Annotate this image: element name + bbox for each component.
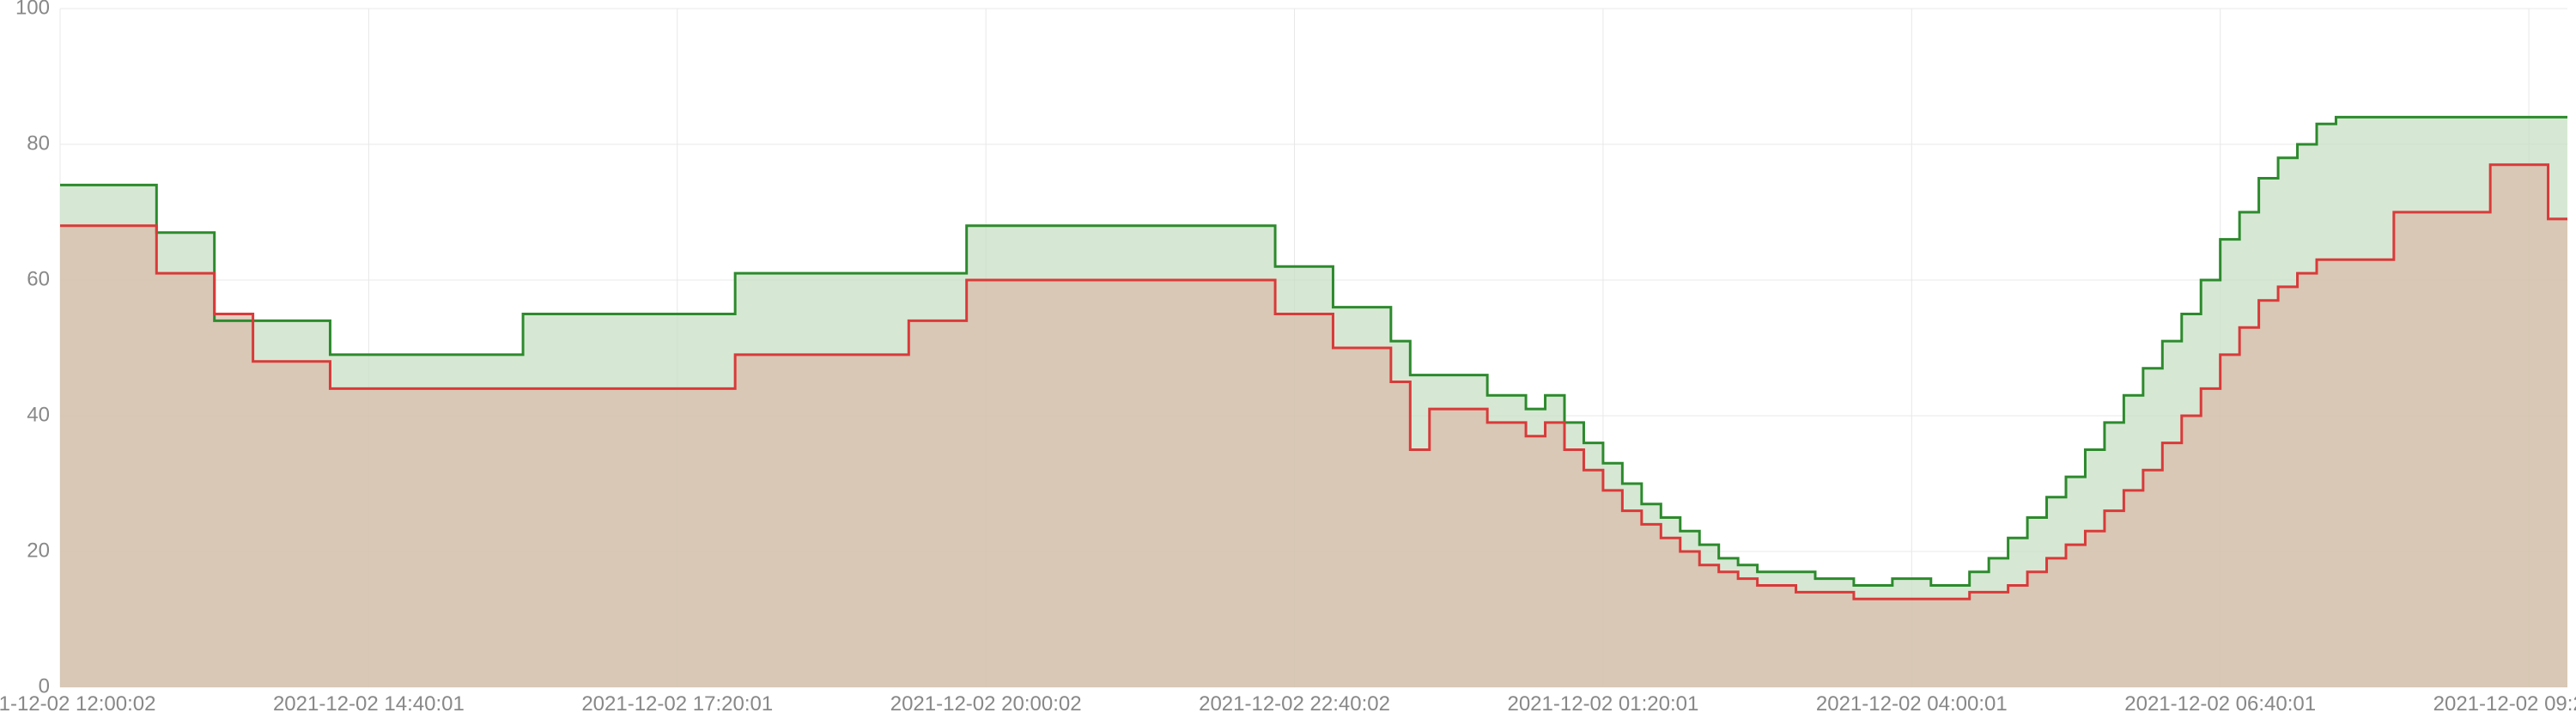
- y-tick-label: 100: [15, 0, 50, 19]
- y-tick-label: 40: [27, 403, 50, 426]
- x-tick-label: 2021-12-02 14:40:01: [273, 692, 465, 716]
- x-tick-label: 2021-12-02 01:20:01: [1507, 692, 1698, 716]
- time-series-step-chart: 0204060801002021-12-02 12:00:022021-12-0…: [0, 0, 2576, 725]
- y-tick-label: 80: [27, 131, 50, 155]
- x-tick-label: 2021-12-02 12:00:02: [0, 692, 155, 716]
- x-tick-label: 2021-12-02 09:20:01: [2433, 692, 2576, 716]
- chart-svg: 0204060801002021-12-02 12:00:022021-12-0…: [0, 0, 2576, 725]
- x-tick-label: 2021-12-02 22:40:02: [1199, 692, 1390, 716]
- x-tick-label: 2021-12-02 04:00:01: [1816, 692, 2008, 716]
- y-tick-label: 20: [27, 539, 50, 562]
- y-tick-label: 60: [27, 267, 50, 290]
- x-tick-label: 2021-12-02 17:20:01: [581, 692, 773, 716]
- x-tick-label: 2021-12-02 06:40:01: [2124, 692, 2316, 716]
- x-tick-label: 2021-12-02 20:00:02: [890, 692, 1082, 716]
